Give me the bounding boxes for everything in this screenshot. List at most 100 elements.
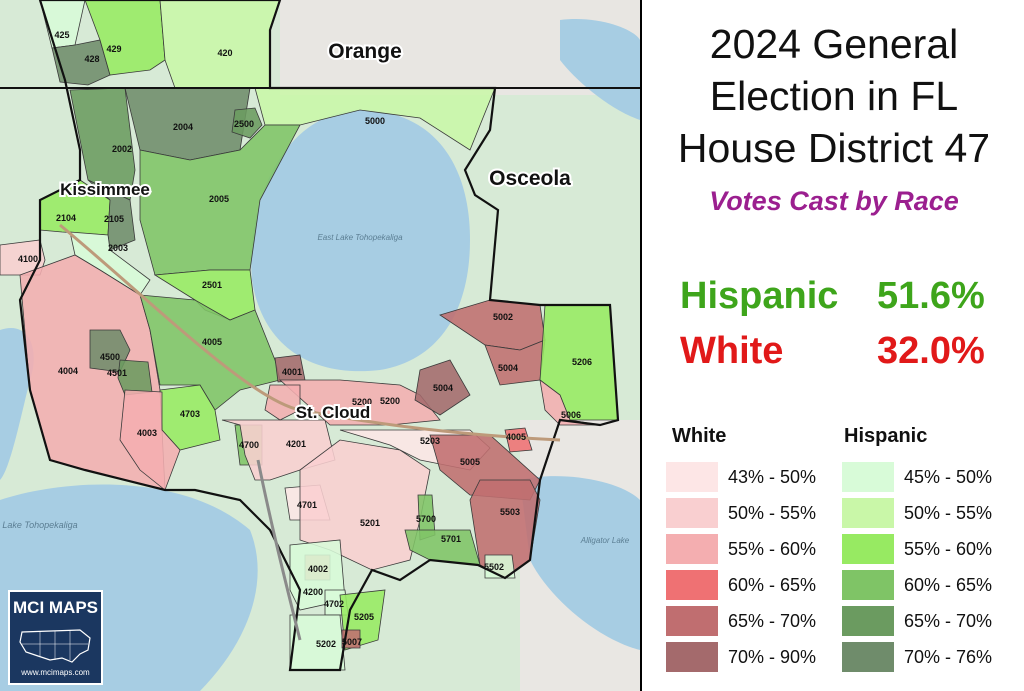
turnpike-road	[256, 459, 302, 641]
legend-label: 60% - 65%	[728, 575, 817, 595]
precinct-label-2003: 2003	[108, 243, 128, 253]
precinct-label-5502: 5502	[484, 562, 504, 572]
stat-label-hispanic: Hispanic	[680, 275, 839, 317]
precinct-label-5701: 5701	[441, 534, 461, 544]
water-label-alligator: Alligator Lake	[580, 536, 630, 545]
precinct-label-429: 429	[106, 44, 121, 54]
precinct-label-4201: 4201	[286, 439, 306, 449]
map-canvas: 425 428 429 420 2002 2004 2500 5000 2005 2104 2105…	[0, 0, 640, 691]
logo-text: MCI MAPS	[13, 598, 98, 617]
precinct-429	[84, 0, 166, 76]
precinct-4005	[504, 427, 533, 453]
precinct-label-425: 425	[54, 30, 69, 40]
precinct-4003	[119, 389, 181, 491]
precinct-label-4701: 4701	[297, 500, 317, 510]
precinct-label-428: 428	[84, 54, 99, 64]
precinct-label-5206: 5206	[572, 357, 592, 367]
precinct-428	[51, 39, 111, 86]
legend-swatch	[842, 498, 894, 528]
precinct-labels: 425 428 429 420 2002 2004 2500 5000 2005 2104 2105…	[18, 30, 592, 649]
precinct-label-2501: 2501	[202, 280, 222, 290]
title-line-1: 2024 General	[709, 21, 959, 67]
legend-swatch	[666, 642, 718, 672]
precinct-label-5006: 5006	[561, 410, 581, 420]
stat-label-white: White	[680, 330, 784, 372]
title-line-3: House District 47	[677, 125, 991, 171]
precinct-label-4702: 4702	[324, 599, 344, 609]
precinct-label-5005: 5005	[460, 457, 480, 467]
legend-label: 55% - 60%	[728, 539, 817, 559]
precinct-label-4003: 4003	[137, 428, 157, 438]
precinct-label-5002: 5002	[493, 312, 513, 322]
water-label-lake-toho: Lake Tohopekaliga	[2, 520, 77, 530]
precinct-label-4500: 4500	[100, 352, 120, 362]
district-outline	[18, 0, 620, 672]
legend-swatch	[842, 606, 894, 636]
city-label-kissimmee: Kissimmee	[60, 180, 150, 199]
legend-swatch	[666, 498, 718, 528]
alligator-lake	[520, 476, 640, 650]
us-441-road	[299, 408, 561, 442]
legend-label: 50% - 55%	[728, 503, 817, 523]
precinct-label-4200: 4200	[303, 587, 323, 597]
mci-maps-logo: MCI MAPS www.mcimaps.com	[8, 590, 103, 685]
precinct-label-4002: 4002	[308, 564, 328, 574]
water-label-east-lake: East Lake Tohopekaliga	[317, 233, 403, 242]
precinct-label-4001: 4001	[282, 367, 302, 377]
northeast-lake	[560, 19, 640, 120]
precinct-label-4005: 4005	[202, 337, 222, 347]
precinct-label-4501: 4501	[107, 368, 127, 378]
precinct-label-4700: 4700	[239, 440, 259, 450]
precinct-label-2005: 2005	[209, 194, 229, 204]
stat-value-hispanic: 51.6%	[877, 275, 985, 317]
precinct-label-5200: 5200	[380, 396, 400, 406]
precinct-label-4005: 4005	[506, 432, 526, 442]
precinct-label-2104: 2104	[56, 213, 76, 223]
legend-label: 45% - 50%	[904, 467, 993, 487]
legend-swatch	[666, 534, 718, 564]
legend-label: 65% - 70%	[904, 611, 993, 631]
precinct-label-5007: 5007	[342, 637, 362, 647]
legend-label: 65% - 70%	[728, 611, 817, 631]
precinct-label-5203: 5203	[420, 436, 440, 446]
precinct-label-5205: 5205	[354, 612, 374, 622]
precinct-5202	[289, 614, 346, 671]
district-map: 425 428 429 420 2002 2004 2500 5000 2005 2104 2105…	[0, 0, 640, 691]
legend-label: 60% - 65%	[904, 575, 993, 595]
legend-swatch	[842, 534, 894, 564]
precinct-label-5000: 5000	[365, 116, 385, 126]
precinct-label-4100: 4100	[18, 254, 38, 264]
legend-swatch	[666, 570, 718, 600]
precinct-label-420: 420	[217, 48, 232, 58]
stat-value-white: 32.0%	[877, 330, 985, 372]
precinct-label-5201: 5201	[360, 518, 380, 528]
info-panel: 2024 General Election in FL House Distri…	[640, 0, 1024, 691]
legend-label: 43% - 50%	[728, 467, 817, 487]
legend-swatch	[666, 462, 718, 492]
legend-label: 50% - 55%	[904, 503, 993, 523]
subtitle: Votes Cast by Race	[709, 186, 959, 216]
west-lake	[0, 328, 34, 480]
logo-url: www.mcimaps.com	[21, 668, 90, 677]
county-label-osceola: Osceola	[489, 167, 571, 190]
precinct-label-5202: 5202	[316, 639, 336, 649]
precinct-label-4004: 4004	[58, 366, 78, 376]
precinct-label-2004: 2004	[173, 122, 193, 132]
precinct-label-5004: 5004	[498, 363, 518, 373]
legend-swatch	[666, 606, 718, 636]
precinct-label-5004: 5004	[433, 383, 453, 393]
precinct-label-2105: 2105	[104, 214, 124, 224]
precinct-2500	[231, 107, 263, 139]
precinct-label-2500: 2500	[234, 119, 254, 129]
county-label-orange: Orange	[328, 40, 402, 63]
legend-hispanic-title: Hispanic	[844, 425, 928, 447]
precinct-420	[159, 0, 281, 89]
precinct-5004	[414, 359, 471, 416]
precinct-label-5503: 5503	[500, 507, 520, 517]
title-line-2: Election in FL	[709, 73, 959, 119]
legend-label: 70% - 90%	[728, 647, 817, 667]
precinct-2005	[139, 124, 301, 276]
precinct-label-5700: 5700	[416, 514, 436, 524]
us-map-icon	[19, 629, 91, 663]
precinct-label-4703: 4703	[180, 409, 200, 419]
